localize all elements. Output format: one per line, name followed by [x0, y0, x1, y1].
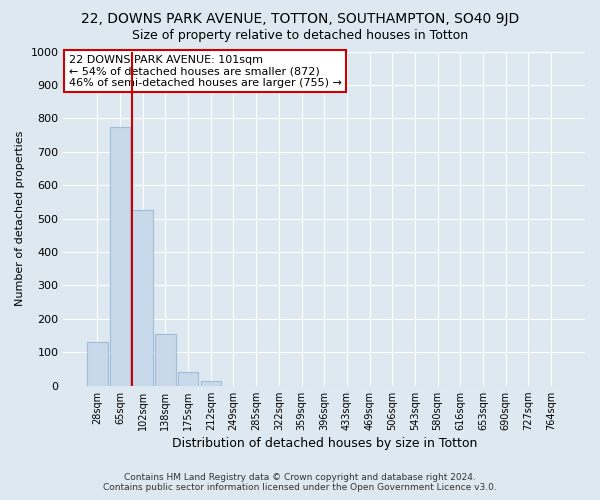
Text: Size of property relative to detached houses in Totton: Size of property relative to detached ho… — [132, 29, 468, 42]
Bar — [110, 126, 130, 386]
Bar — [200, 380, 221, 386]
Bar — [178, 372, 198, 386]
X-axis label: Distribution of detached houses by size in Totton: Distribution of detached houses by size … — [172, 437, 477, 450]
Y-axis label: Number of detached properties: Number of detached properties — [15, 131, 25, 306]
Bar — [133, 210, 153, 386]
Text: 22, DOWNS PARK AVENUE, TOTTON, SOUTHAMPTON, SO40 9JD: 22, DOWNS PARK AVENUE, TOTTON, SOUTHAMPT… — [81, 12, 519, 26]
Bar — [155, 334, 176, 386]
Bar — [87, 342, 107, 386]
Text: Contains HM Land Registry data © Crown copyright and database right 2024.
Contai: Contains HM Land Registry data © Crown c… — [103, 473, 497, 492]
Text: 22 DOWNS PARK AVENUE: 101sqm
← 54% of detached houses are smaller (872)
46% of s: 22 DOWNS PARK AVENUE: 101sqm ← 54% of de… — [68, 55, 341, 88]
